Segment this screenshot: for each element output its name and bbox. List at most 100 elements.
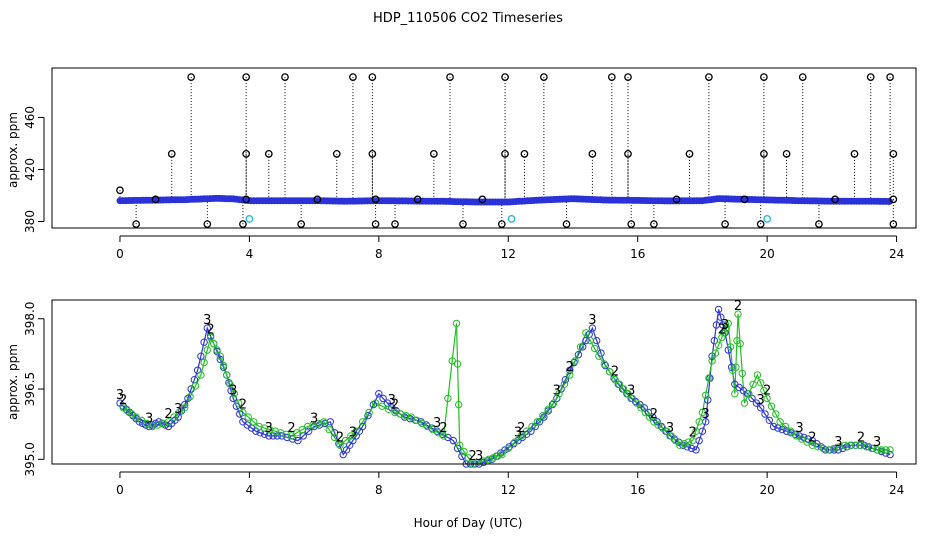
series-point-2 xyxy=(781,422,790,431)
series-point-2 xyxy=(615,380,624,388)
series-point-2 xyxy=(798,435,806,443)
series-marker-label-3: 3 xyxy=(514,426,522,441)
series-point-2 xyxy=(423,422,432,431)
series-marker-label-2: 2 xyxy=(469,449,477,464)
series-marker-label-3: 3 xyxy=(116,388,124,403)
series-point-2 xyxy=(365,408,373,417)
series-point-2 xyxy=(330,433,339,442)
bottom-x-tick-label: 24 xyxy=(889,483,904,497)
series-point-2 xyxy=(191,382,200,390)
series-marker-label-2: 2 xyxy=(566,360,574,375)
highlight-point xyxy=(763,215,771,223)
series-point-2 xyxy=(873,446,881,454)
series-point-2 xyxy=(628,394,636,403)
series-point-3 xyxy=(582,336,590,345)
series-point-2 xyxy=(474,458,482,467)
top-data-marks xyxy=(116,73,898,228)
series-point-2 xyxy=(485,455,493,463)
outlier-point xyxy=(368,73,377,81)
series-point-2 xyxy=(576,343,585,351)
series-point-3 xyxy=(200,338,208,346)
series-point-2 xyxy=(560,380,569,388)
series-point-3 xyxy=(704,396,712,404)
series-marker-label-3: 3 xyxy=(310,412,318,427)
series-point-2 xyxy=(371,399,380,407)
series-point-2 xyxy=(767,402,776,410)
outlier-point xyxy=(760,150,768,158)
outlier-point xyxy=(624,150,632,158)
series-marker-label-3: 3 xyxy=(475,449,483,464)
series-point-2 xyxy=(857,441,865,449)
series-point-2 xyxy=(708,357,716,365)
series-point-2 xyxy=(760,386,768,395)
outlier-point xyxy=(242,73,251,81)
outlier-point xyxy=(297,220,306,228)
series-point-2 xyxy=(808,441,817,449)
series-marker-label-3: 3 xyxy=(834,435,842,450)
series-point-2 xyxy=(830,444,838,453)
outlier-point xyxy=(116,186,124,195)
series-marker-label-3: 3 xyxy=(795,421,803,436)
bottom-y-tick-label: 396.5 xyxy=(23,372,37,406)
series-point-2 xyxy=(882,446,890,454)
series-point-2 xyxy=(740,399,749,407)
series-point-3 xyxy=(570,358,578,367)
series-point-2 xyxy=(763,394,771,403)
baseline-point xyxy=(882,197,890,205)
series-point-3 xyxy=(601,361,609,370)
top-plot-frame xyxy=(51,67,917,229)
series-point-2 xyxy=(159,419,167,428)
series-point-2 xyxy=(862,443,871,451)
series-point-2 xyxy=(303,422,312,431)
series-point-2 xyxy=(841,441,849,449)
series-marker-label-2: 2 xyxy=(517,421,525,436)
bottom-y-axis-label: approx. ppm xyxy=(6,344,20,420)
series-point-2 xyxy=(391,408,399,417)
bottom-y-tick-label: 398.0 xyxy=(23,302,37,336)
series-marker-label-3: 3 xyxy=(627,383,635,398)
series-point-2 xyxy=(787,427,795,435)
series-point-2 xyxy=(137,416,146,424)
series-point-2 xyxy=(582,329,590,337)
series-marker-label-2: 2 xyxy=(119,393,127,408)
outlier-point xyxy=(782,150,791,158)
outlier-point xyxy=(831,195,839,204)
series-marker-label-2: 2 xyxy=(650,407,658,422)
series-point-2 xyxy=(439,432,448,440)
top-panel: approx. ppm 0 4 8 12 16 20 24 380 420 460 xyxy=(6,67,917,261)
series-point-3 xyxy=(174,413,182,421)
series-point-3 xyxy=(540,413,548,421)
series-point-3 xyxy=(653,418,661,426)
top-x-tick-label: 16 xyxy=(630,247,645,261)
outlier-point xyxy=(413,195,422,204)
outlier-point xyxy=(332,150,341,158)
top-x-tick-label: 0 xyxy=(116,247,124,261)
series-point-2 xyxy=(336,441,344,449)
series-point-2 xyxy=(219,361,228,370)
outlier-point xyxy=(459,220,467,228)
series-point-2 xyxy=(260,424,269,432)
series-point-2 xyxy=(266,425,274,434)
series-point-2 xyxy=(234,399,243,407)
series-point-3 xyxy=(203,324,212,332)
series-point-2 xyxy=(255,422,263,431)
outlier-point xyxy=(349,73,357,81)
outlier-point xyxy=(501,73,509,81)
series-point-2 xyxy=(186,393,194,401)
series-point-2 xyxy=(803,438,811,446)
outlier-point xyxy=(429,150,438,158)
series-point-3 xyxy=(438,430,447,438)
series-point-3 xyxy=(449,436,457,445)
bottom-x-tick-label: 4 xyxy=(246,483,254,497)
series-marker-label-2: 2 xyxy=(206,322,214,337)
series-point-3 xyxy=(774,424,782,432)
series-point-3 xyxy=(288,435,297,443)
series-point-2 xyxy=(320,418,328,426)
series-marker-label-3: 3 xyxy=(388,393,396,408)
series-marker-label-3: 3 xyxy=(588,313,596,328)
series-point-2 xyxy=(590,344,599,353)
series-point-2 xyxy=(736,340,744,348)
series-point-3 xyxy=(364,411,372,420)
series-point-3 xyxy=(428,424,436,432)
series-point-2 xyxy=(434,429,442,437)
